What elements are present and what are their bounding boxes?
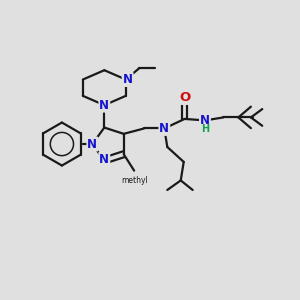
Text: N: N xyxy=(200,114,210,127)
Text: O: O xyxy=(179,91,190,104)
Text: methyl: methyl xyxy=(122,176,148,185)
Text: H: H xyxy=(202,124,210,134)
Text: N: N xyxy=(99,152,109,166)
Text: N: N xyxy=(123,73,133,86)
Text: N: N xyxy=(159,122,169,135)
Text: N: N xyxy=(99,99,109,112)
Text: N: N xyxy=(87,137,98,151)
